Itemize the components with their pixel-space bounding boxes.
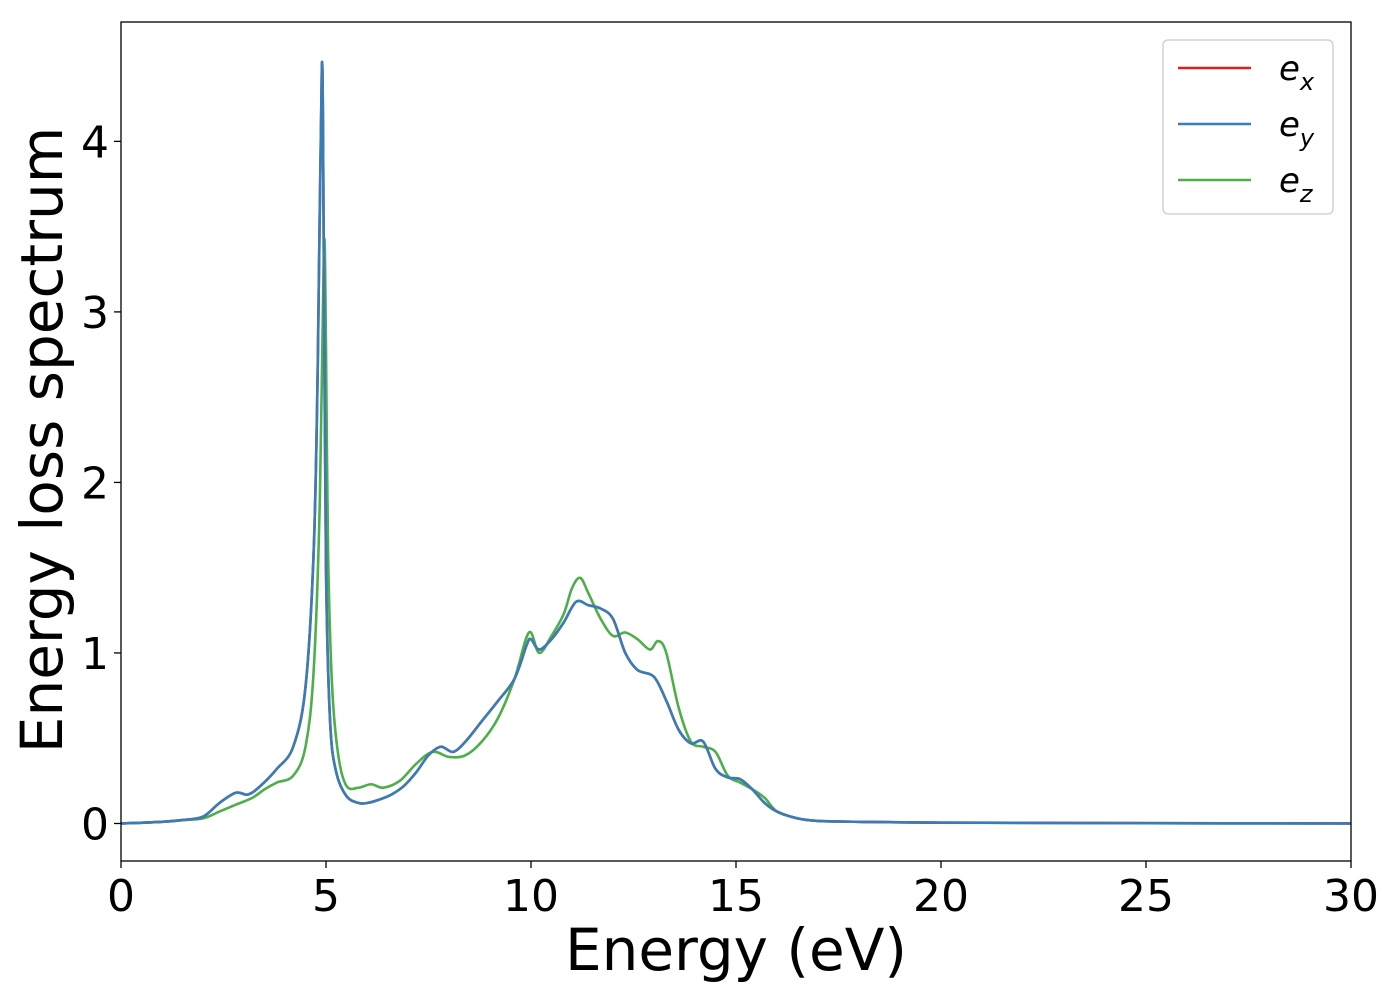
x-tick-label: 15 — [708, 871, 764, 922]
x-tick-label: 5 — [312, 871, 340, 922]
legend-label-z: ez — [1279, 161, 1314, 208]
y-tick-label: 1 — [81, 629, 109, 680]
x-tick-label: 25 — [1118, 871, 1174, 922]
x-axis-label: Energy (eV) — [565, 916, 907, 984]
y-axis-label: Energy loss spectrum — [8, 127, 76, 753]
x-tick-label: 30 — [1323, 871, 1379, 922]
y-tick-label: 3 — [81, 288, 109, 339]
legend-label-y: ey — [1279, 105, 1315, 152]
plot-area — [121, 60, 1351, 825]
legend-box — [1162, 39, 1334, 215]
x-tick-label: 0 — [107, 871, 135, 922]
x-tick-label: 20 — [913, 871, 969, 922]
legend: ex ey ez — [1162, 39, 1334, 215]
y-tick-label: 0 — [81, 799, 109, 850]
legend-label-x: ex — [1279, 49, 1315, 96]
series-line-y — [121, 60, 1351, 825]
y-tick-label: 2 — [81, 458, 109, 509]
series-line-z — [121, 237, 1351, 825]
axes: 0 5 10 15 20 25 30 0 1 2 3 4 — [81, 21, 1379, 922]
x-tick-label: 10 — [503, 871, 559, 922]
y-tick-label: 4 — [81, 117, 109, 168]
